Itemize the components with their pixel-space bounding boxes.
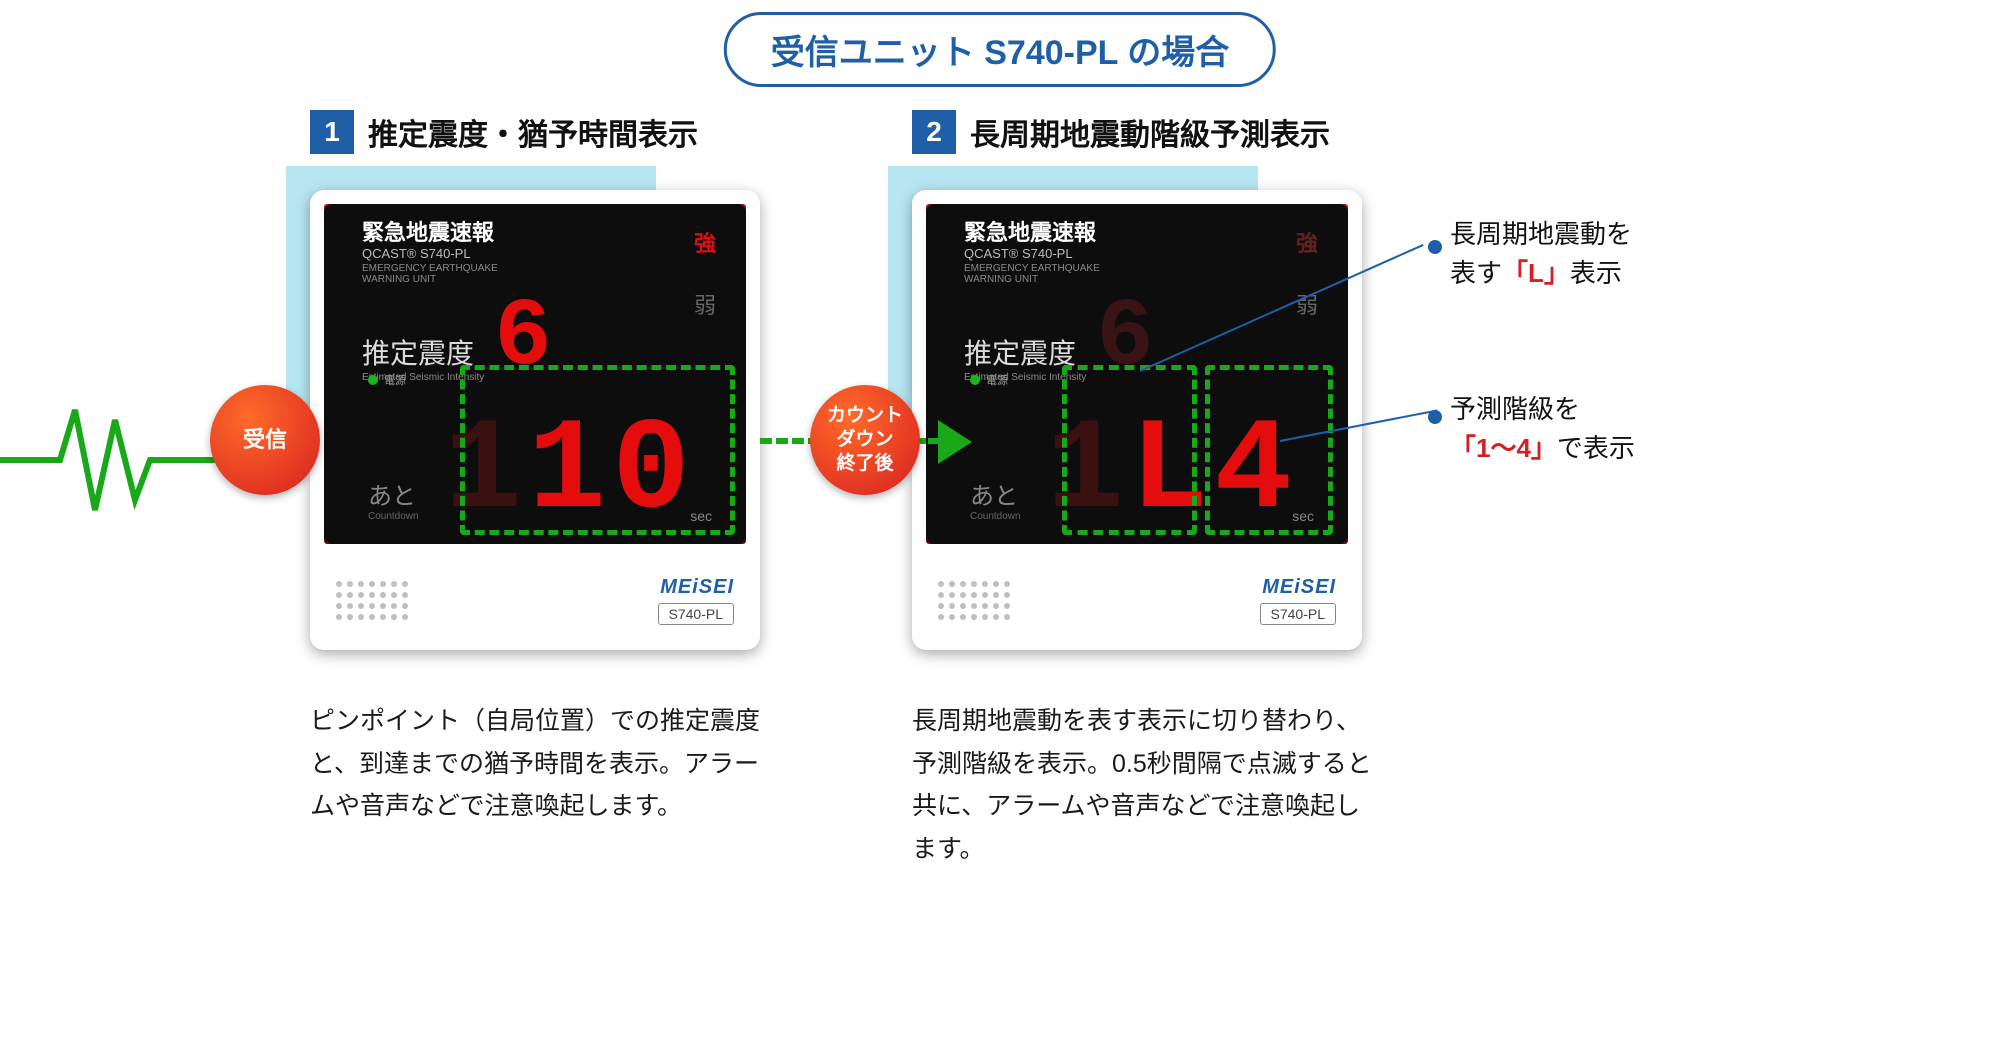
screen-title: 緊急地震速報	[964, 220, 1330, 246]
callout-1-b: 表す	[1450, 258, 1502, 288]
model-tag: S740-PL	[1260, 603, 1336, 625]
description-2: 長周期地震動を表す表示に切り替わり、予測階級を表示。0.5秒間隔で点滅すると共に…	[912, 700, 1382, 870]
section-2-label: 長周期地震動階級予測表示	[970, 110, 1330, 154]
model-tag: S740-PL	[658, 603, 734, 625]
sub-en-1: EMERGENCY EARTHQUAKE	[362, 263, 728, 274]
countdown-label: あと Countdown	[368, 476, 419, 522]
device-bottom-panel: MEiSEI S740-PL	[310, 550, 760, 650]
section-1-number: 1	[310, 110, 354, 154]
device-bottom-panel: MEiSEI S740-PL	[912, 550, 1362, 650]
meisei-text: MEiSEI	[660, 576, 734, 599]
power-led-icon	[970, 375, 980, 385]
callout-1-a: 長周期地震動を	[1450, 219, 1632, 249]
power-label: 電源	[986, 372, 1008, 388]
sub-en-1: EMERGENCY EARTHQUAKE	[964, 263, 1330, 274]
power-led-icon	[368, 375, 378, 385]
description-1: ピンポイント（自局位置）での推定震度と、到達までの猶予時間を表示。アラームや音声…	[310, 700, 780, 828]
kyou-label: 強	[694, 226, 716, 258]
meisei-logo: MEiSEI S740-PL	[658, 576, 734, 625]
waveform-icon	[0, 400, 250, 520]
countdown-label: あと Countdown	[970, 476, 1021, 522]
callout-2-a: 予測階級を	[1450, 394, 1580, 424]
page-title-pill: 受信ユニット S740-PL の場合	[724, 12, 1276, 87]
callout-2: 予測階級を 「1〜4」で表示	[1450, 390, 1730, 468]
speaker-icon	[938, 581, 1010, 620]
countdown-end-text: カウント ダウン 終了後	[827, 404, 903, 475]
section-1-header: 1 推定震度・猶予時間表示	[310, 110, 698, 154]
page-title: 受信ユニット S740-PL の場合	[771, 34, 1229, 72]
meisei-text: MEiSEI	[1262, 576, 1336, 599]
callout-2-red: 「1〜4」	[1450, 433, 1557, 463]
receive-badge-text: 受信	[243, 426, 287, 454]
kyou-label-dim: 強	[1296, 226, 1318, 258]
power-indicator: 電源	[368, 372, 406, 388]
section-1-label: 推定震度・猶予時間表示	[368, 110, 698, 154]
flow-arrowhead-icon	[938, 420, 972, 464]
callout-1-red: 「L」	[1502, 258, 1570, 288]
callout-1-c: 表示	[1570, 258, 1622, 288]
device-1: 緊急地震速報 QCAST® S740-PL EMERGENCY EARTHQUA…	[310, 190, 760, 650]
meisei-logo: MEiSEI S740-PL	[1260, 576, 1336, 625]
callout-1-dot	[1428, 240, 1442, 254]
device-2: 緊急地震速報 QCAST® S740-PL EMERGENCY EARTHQUA…	[912, 190, 1362, 650]
highlight-box-countdown	[460, 365, 735, 535]
countdown-end-badge: カウント ダウン 終了後	[810, 385, 920, 495]
callout-2-dot	[1428, 410, 1442, 424]
section-2-number: 2	[912, 110, 956, 154]
speaker-icon	[336, 581, 408, 620]
power-indicator: 電源	[970, 372, 1008, 388]
callout-2-b: で表示	[1557, 433, 1635, 463]
power-label: 電源	[384, 372, 406, 388]
highlight-box-L	[1062, 365, 1197, 535]
section-2-header: 2 長周期地震動階級予測表示	[912, 110, 1330, 154]
receive-badge: 受信	[210, 385, 320, 495]
jaku-label: 弱	[694, 288, 716, 320]
screen-title: 緊急地震速報	[362, 220, 728, 246]
highlight-box-level	[1205, 365, 1333, 535]
qcast-label: QCAST® S740-PL	[964, 246, 1330, 263]
callout-1: 長周期地震動を 表す「L」表示	[1450, 215, 1730, 293]
qcast-label: QCAST® S740-PL	[362, 246, 728, 263]
